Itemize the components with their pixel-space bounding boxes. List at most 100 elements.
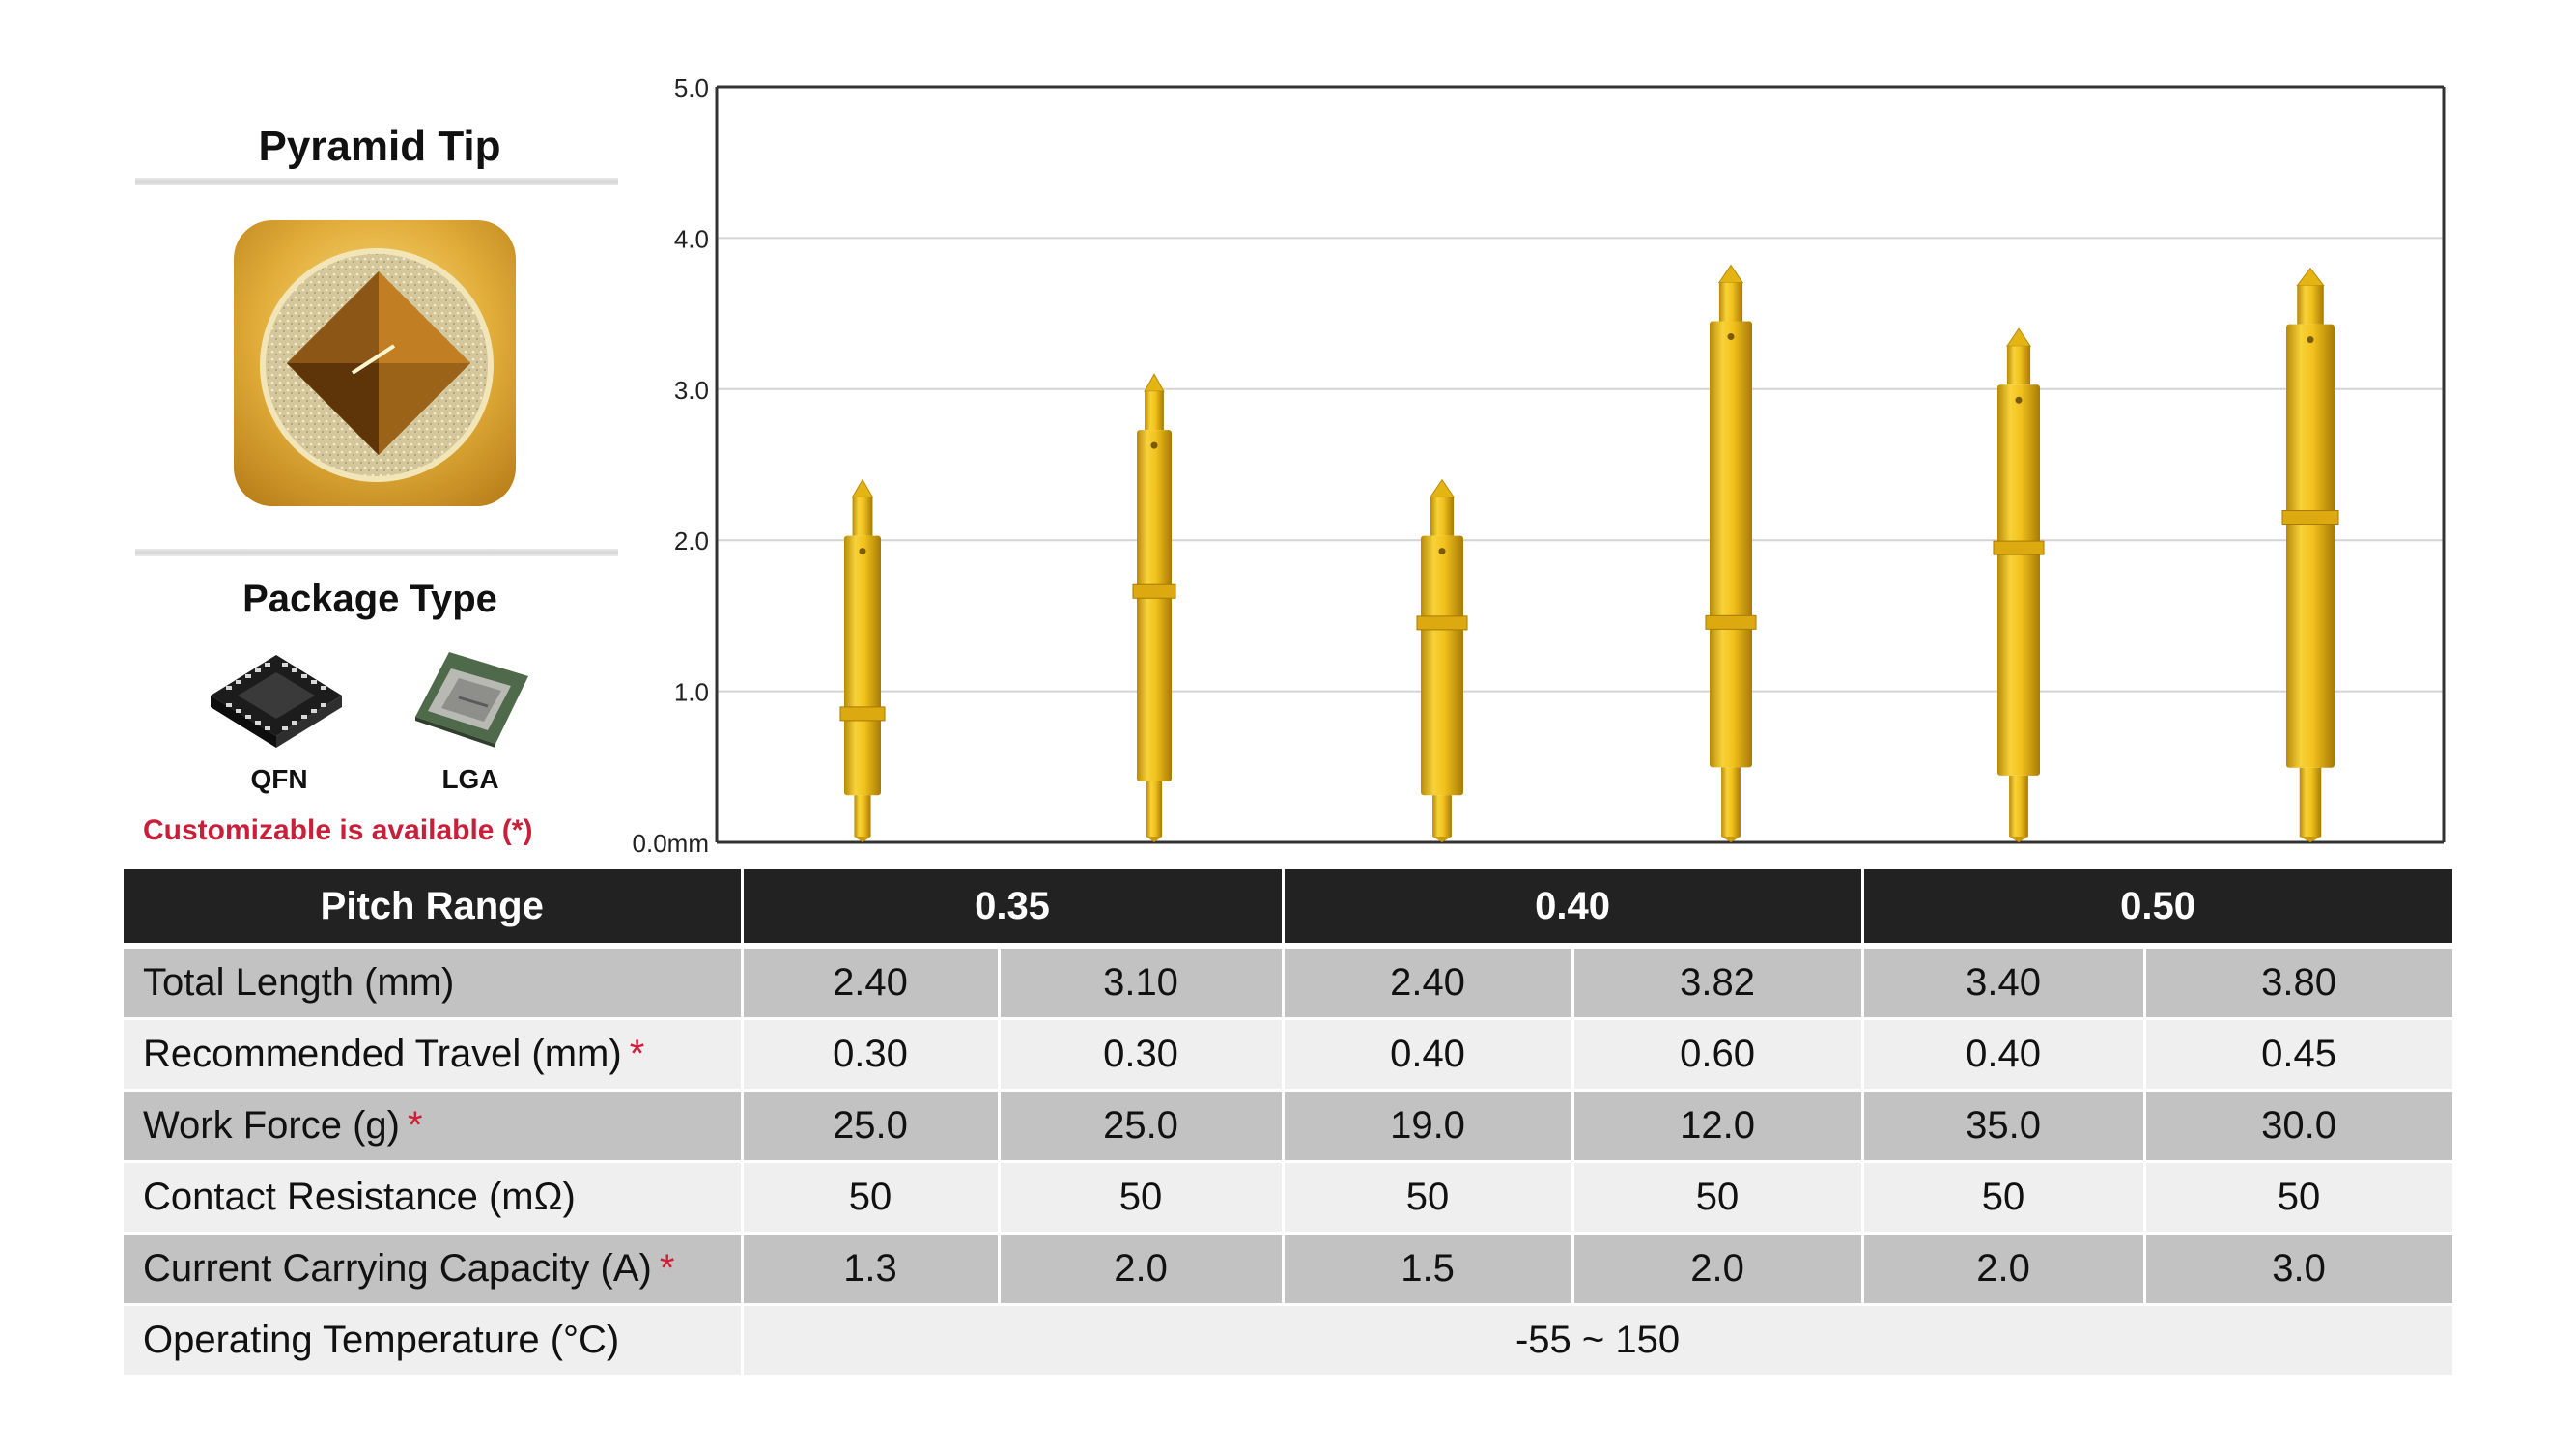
pin-plunger [2297, 285, 2324, 325]
table-cell: 2.0 [1572, 1233, 1864, 1306]
table-cell: 50 [1572, 1161, 1864, 1235]
pin-plunger [1718, 282, 1743, 322]
pin-crimp-dot [2307, 336, 2314, 344]
y-tick-label: 1.0 [674, 678, 709, 707]
row-label: Work Force (g) * [124, 1090, 744, 1163]
pin-tail [1721, 767, 1741, 837]
pin-band [1705, 614, 1757, 630]
table-cell: 12.0 [1572, 1090, 1864, 1163]
parameter-name: Work Force (g) [143, 1104, 400, 1147]
customizable-note: Customizable is available (*) [143, 814, 533, 846]
pitch-group-header: 0.50 [1862, 869, 2455, 949]
pin-crimp-dot [1150, 441, 1158, 449]
y-tick-label: 3.0 [674, 376, 709, 405]
pin-tip [1144, 373, 1165, 392]
table-cell: 30.0 [2144, 1090, 2455, 1163]
row-label: Operating Temperature (°C) [124, 1304, 744, 1378]
table-row: Operating Temperature (°C) -55 ~ 150 [124, 1304, 2455, 1378]
probe-pin [1132, 373, 1176, 842]
table-cell: 0.45 [2144, 1018, 2455, 1092]
y-tick-label: 0.0mm [633, 829, 709, 858]
table-cell: 0.40 [1862, 1018, 2146, 1092]
pin-band [1132, 583, 1176, 599]
lga-chip-icon [415, 652, 528, 748]
probe-pin [839, 478, 886, 842]
y-tick-label: 5.0 [674, 73, 709, 102]
pin-crimp-dot [859, 548, 866, 555]
pin-tip [1429, 478, 1456, 498]
pin-crimp-dot [1438, 548, 1446, 555]
table-cell: 50 [999, 1161, 1285, 1235]
pin-tip [1717, 264, 1744, 284]
parameter-name: Total Length (mm) [143, 961, 455, 1004]
temperature-range-cell: -55 ~ 150 [742, 1304, 2455, 1378]
pin-tip [2296, 267, 2325, 287]
pin-band [2281, 509, 2339, 525]
table-row: Work Force (g) * 25.0 25.0 19.0 12.0 35.0 30.0 [124, 1090, 2455, 1163]
pin-barrel [2286, 324, 2335, 768]
pin-length-chart: 5.0 4.0 3.0 2.0 1.0 0.0mm [633, 73, 2446, 858]
spec-table: Pitch Range 0.35 0.40 0.50 Total Length … [124, 869, 2455, 1378]
pin-tail [1432, 795, 1452, 837]
table-row: Total Length (mm) 2.40 3.10 2.40 3.82 3.40 3.8… [124, 946, 2455, 1020]
table-cell: 3.40 [1862, 946, 2146, 1020]
table-row: Recommended Travel (mm) * 0.30 0.30 0.40 0.60… [124, 1018, 2455, 1092]
table-cell: 25.0 [999, 1090, 1285, 1163]
pin-tip [2005, 327, 2032, 347]
customizable-marker: * [659, 1247, 675, 1290]
table-cell: 3.0 [2144, 1233, 2455, 1306]
pin-plunger [1430, 497, 1455, 536]
pin-barrel [844, 535, 881, 796]
table-cell: 25.0 [742, 1090, 1001, 1163]
pin-tail [2299, 767, 2322, 837]
pin-tail-end [1432, 837, 1452, 842]
row-label: Recommended Travel (mm) * [124, 1018, 744, 1092]
pitch-group-header: 0.40 [1283, 869, 1864, 949]
parameter-name: Recommended Travel (mm) [143, 1033, 622, 1075]
row-label: Contact Resistance (mΩ) [124, 1161, 744, 1235]
table-cell: 2.40 [1283, 946, 1574, 1020]
pin-crimp-dot [1727, 333, 1735, 341]
pin-barrel [1710, 321, 1752, 768]
pin-tail [2009, 775, 2028, 837]
pin-tail-end [2299, 837, 2322, 842]
lga-label: LGA [441, 764, 499, 794]
table-cell: 2.0 [1862, 1233, 2146, 1306]
customizable-marker: * [629, 1033, 645, 1075]
table-cell: 1.5 [1283, 1233, 1574, 1306]
pin-band [1993, 540, 2045, 555]
table-cell: 50 [2144, 1161, 2455, 1235]
pin-band [1416, 615, 1468, 631]
pin-plunger [2006, 346, 2031, 385]
table-cell: 0.30 [999, 1018, 1285, 1092]
table-header-row: Pitch Range 0.35 0.40 0.50 [124, 869, 2455, 949]
pin-crimp-dot [2015, 396, 2023, 404]
tip-title: Pyramid Tip [258, 123, 501, 170]
pitch-range-header: Pitch Range [124, 869, 744, 949]
pin-tail-end [854, 837, 871, 842]
y-tick-label: 4.0 [674, 224, 709, 253]
package-type-title: Package Type [242, 578, 497, 620]
table-cell: 50 [1283, 1161, 1574, 1235]
table-cell: 3.82 [1572, 946, 1864, 1020]
probe-pin [1416, 478, 1468, 842]
pin-barrel [1997, 384, 2040, 776]
table-row: Current Carrying Capacity (A) * 1.3 2.0 1.5 2… [124, 1233, 2455, 1306]
table-cell: 35.0 [1862, 1090, 2146, 1163]
qfn-label: QFN [250, 764, 308, 794]
pin-barrel [1137, 430, 1172, 781]
table-cell: 3.80 [2144, 946, 2455, 1020]
left-panel: Pyramid Tip [0, 0, 676, 869]
table-cell: 50 [742, 1161, 1001, 1235]
table-cell: 3.10 [999, 946, 1285, 1020]
parameter-name: Contact Resistance (mΩ) [143, 1176, 576, 1218]
pin-plunger [1145, 391, 1164, 431]
pin-band [839, 706, 886, 722]
table-cell: 19.0 [1283, 1090, 1574, 1163]
table-cell: 0.30 [742, 1018, 1001, 1092]
probe-pin [1705, 264, 1757, 842]
pin-tail-end [1146, 837, 1163, 842]
customizable-marker: * [407, 1104, 423, 1147]
table-row: Contact Resistance (mΩ) 50 50 50 50 50 50 [124, 1161, 2455, 1235]
pin-tail-end [2009, 837, 2028, 842]
